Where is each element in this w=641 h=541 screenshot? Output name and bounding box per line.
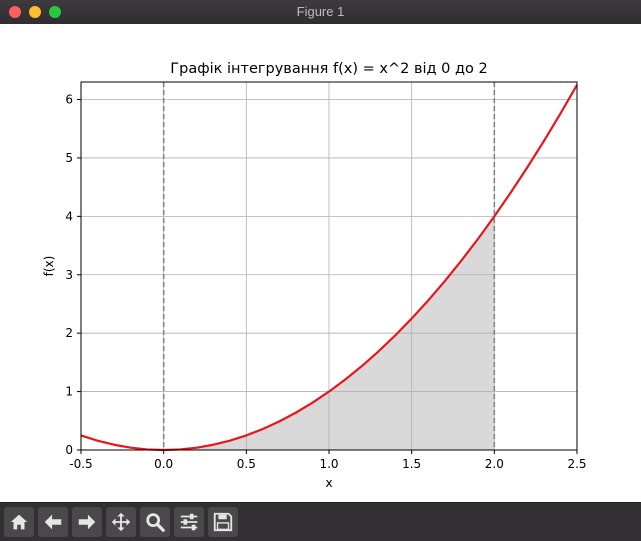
x-tick-label: -0.5 (69, 457, 92, 471)
x-tick-label: 1.0 (319, 457, 338, 471)
back-button[interactable] (38, 507, 68, 537)
save-button[interactable] (208, 507, 238, 537)
y-tick-label: 2 (65, 326, 73, 340)
y-axis-label: f(x) (42, 256, 56, 277)
zoom-icon (146, 513, 165, 532)
x-tick-label: 1.5 (402, 457, 421, 471)
minimize-window-button[interactable] (29, 6, 41, 18)
chart: -0.5 0.0 0.5 1.0 1.5 2.0 2.5 0 1 2 3 4 5 6 Графік інте… (42, 61, 587, 490)
y-tick-label: 1 (65, 385, 73, 399)
save-icon (213, 512, 233, 532)
move-icon (111, 512, 131, 532)
pan-button[interactable] (106, 507, 136, 537)
y-tick-label: 3 (65, 268, 73, 282)
zoom-button[interactable] (140, 507, 170, 537)
x-tick-label: 0.5 (237, 457, 256, 471)
y-tick-label: 4 (65, 209, 73, 223)
home-button[interactable] (4, 507, 34, 537)
home-icon (10, 514, 28, 530)
y-tick-label: 5 (65, 151, 73, 165)
zoom-window-button[interactable] (49, 6, 61, 18)
arrow-right-icon (78, 514, 96, 530)
x-tick-label: 2.5 (567, 457, 586, 471)
close-window-button[interactable] (9, 6, 21, 18)
figure-canvas[interactable]: -0.5 0.0 0.5 1.0 1.5 2.0 2.5 0 1 2 3 4 5 6 Графік інте… (0, 24, 641, 502)
window-title: Figure 1 (296, 4, 345, 19)
forward-button[interactable] (72, 507, 102, 537)
x-tick-label: 2.0 (485, 457, 504, 471)
arrow-left-icon (44, 514, 62, 530)
title-bar: Figure 1 (0, 0, 641, 25)
configure-subplots-button[interactable] (174, 507, 204, 537)
y-tick-label: 6 (65, 93, 73, 107)
x-axis-label: x (325, 476, 332, 490)
x-tick-label: 0.0 (154, 457, 173, 471)
navigation-toolbar (0, 502, 641, 541)
y-tick-label: 0 (65, 443, 73, 457)
sliders-icon (180, 513, 198, 531)
chart-title: Графік інтегрування f(x) = x^2 від 0 до … (170, 61, 487, 77)
